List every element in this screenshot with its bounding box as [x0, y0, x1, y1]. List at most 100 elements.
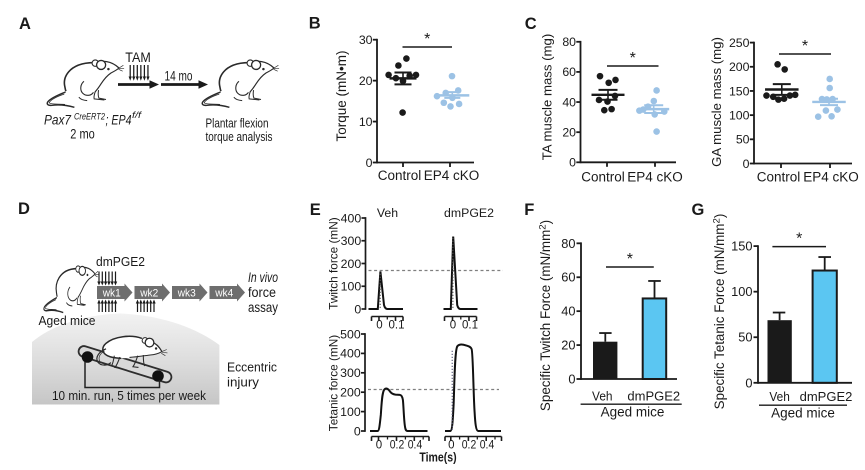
svg-text:Veh: Veh	[592, 389, 613, 404]
svg-text:TAM: TAM	[125, 50, 151, 65]
svg-text:0: 0	[354, 302, 361, 316]
svg-text:80: 80	[561, 236, 575, 251]
svg-text:wk4: wk4	[214, 288, 233, 300]
svg-text:0.1: 0.1	[462, 320, 478, 332]
svg-text:20: 20	[561, 338, 575, 353]
svg-text:EP4 cKO: EP4 cKO	[424, 168, 480, 183]
svg-text:Veh: Veh	[377, 206, 398, 220]
svg-text:300: 300	[341, 234, 362, 248]
svg-text:wk3: wk3	[177, 288, 196, 300]
svg-text:200: 200	[729, 60, 750, 74]
svg-text:0: 0	[568, 371, 575, 386]
svg-text:*: *	[630, 50, 636, 67]
svg-text:TA muscle mass (mg): TA muscle mass (mg)	[540, 34, 555, 161]
svg-text:*: *	[627, 251, 633, 268]
svg-text:Eccentric: Eccentric	[227, 360, 277, 375]
svg-text:F: F	[524, 201, 534, 219]
svg-text:Aged mice: Aged mice	[771, 405, 835, 420]
svg-text:dmPGE2: dmPGE2	[444, 206, 494, 220]
svg-text:50: 50	[736, 133, 750, 147]
svg-text:assay: assay	[248, 300, 278, 315]
svg-text:wk1: wk1	[102, 288, 121, 300]
svg-text:dmPGE2: dmPGE2	[627, 389, 680, 404]
svg-text:80: 80	[562, 35, 576, 49]
svg-text:Aged mice: Aged mice	[39, 314, 96, 328]
svg-text:300: 300	[340, 366, 361, 380]
svg-text:20: 20	[562, 125, 576, 139]
svg-text:30: 30	[359, 33, 373, 47]
svg-text:Torque (mN•m): Torque (mN•m)	[334, 51, 349, 142]
svg-text:0: 0	[366, 156, 373, 170]
svg-text:Tetanic force (mN): Tetanic force (mN)	[327, 335, 341, 431]
svg-text:0: 0	[450, 320, 456, 332]
svg-text:CreERT2: CreERT2	[74, 112, 106, 123]
svg-text:GA muscle mass (mg): GA muscle mass (mg)	[709, 37, 724, 167]
svg-text:C: C	[525, 15, 537, 33]
svg-text:Control: Control	[581, 170, 625, 185]
svg-text:100: 100	[729, 108, 750, 122]
svg-text:EP4 cKO: EP4 cKO	[803, 170, 859, 185]
svg-text:0.2: 0.2	[390, 440, 405, 452]
svg-text:EP4 cKO: EP4 cKO	[627, 170, 683, 185]
svg-text:Pax7: Pax7	[44, 112, 72, 128]
svg-text:Veh: Veh	[769, 389, 790, 404]
svg-text:250: 250	[729, 36, 750, 50]
svg-text:*: *	[424, 31, 430, 48]
svg-text:200: 200	[341, 257, 362, 271]
svg-text:Specific Tetanic Force (mN/mm2: Specific Tetanic Force (mN/mm2)	[711, 214, 727, 410]
svg-text:injury: injury	[227, 375, 260, 390]
svg-text:D: D	[18, 200, 30, 218]
svg-text:60: 60	[561, 270, 575, 285]
svg-text:0: 0	[354, 424, 361, 438]
svg-text:dmPGE2: dmPGE2	[800, 389, 853, 404]
svg-text:0.4: 0.4	[480, 440, 495, 452]
svg-text:100: 100	[340, 405, 361, 419]
svg-text:200: 200	[340, 386, 361, 400]
svg-text:0: 0	[376, 440, 382, 452]
svg-text:2 mo: 2 mo	[70, 127, 95, 142]
svg-text:A: A	[19, 15, 31, 33]
svg-text:force: force	[248, 285, 276, 300]
svg-text:; EP4: ; EP4	[106, 112, 132, 128]
svg-text:100: 100	[731, 284, 752, 299]
svg-text:G: G	[692, 201, 705, 219]
svg-text:*: *	[796, 231, 802, 248]
svg-text:Twitch force (mN): Twitch force (mN)	[327, 217, 341, 309]
svg-text:Aged mice: Aged mice	[601, 405, 665, 420]
svg-text:50: 50	[738, 330, 752, 345]
svg-text:f/f: f/f	[132, 110, 143, 120]
svg-text:40: 40	[561, 304, 575, 319]
svg-text:wk2: wk2	[139, 288, 158, 300]
svg-text:torque analysis: torque analysis	[206, 129, 273, 144]
svg-text:0: 0	[569, 156, 576, 170]
svg-text:10 min. run, 5 times per week: 10 min. run, 5 times per week	[52, 388, 206, 403]
svg-text:60: 60	[562, 65, 576, 79]
svg-text:0: 0	[448, 440, 454, 452]
svg-text:150: 150	[729, 84, 750, 98]
svg-text:B: B	[309, 14, 321, 32]
svg-text:Control: Control	[757, 170, 801, 185]
svg-text:Specific Twitch Force (mN/mm2): Specific Twitch Force (mN/mm2)	[537, 220, 553, 411]
svg-text:In vivo: In vivo	[248, 270, 278, 285]
svg-text:150: 150	[731, 239, 752, 254]
svg-text:14 mo: 14 mo	[165, 69, 193, 84]
svg-text:Plantar flexion: Plantar flexion	[206, 116, 269, 131]
svg-text:0.2: 0.2	[462, 440, 477, 452]
svg-text:20: 20	[359, 74, 373, 88]
svg-text:*: *	[802, 38, 808, 55]
svg-text:500: 500	[340, 327, 361, 341]
svg-text:Control: Control	[378, 168, 422, 183]
svg-text:0.1: 0.1	[389, 320, 405, 332]
svg-text:10: 10	[359, 115, 373, 129]
svg-text:0: 0	[376, 320, 382, 332]
svg-text:dmPGE2: dmPGE2	[96, 255, 145, 269]
svg-text:Time(s): Time(s)	[419, 450, 456, 465]
svg-text:0: 0	[743, 157, 750, 171]
svg-text:100: 100	[341, 280, 362, 294]
svg-text:E: E	[310, 201, 321, 219]
svg-text:0: 0	[745, 375, 752, 390]
svg-text:400: 400	[340, 347, 361, 361]
svg-text:400: 400	[341, 211, 362, 225]
svg-text:40: 40	[562, 95, 576, 109]
svg-text:0.4: 0.4	[408, 440, 423, 452]
